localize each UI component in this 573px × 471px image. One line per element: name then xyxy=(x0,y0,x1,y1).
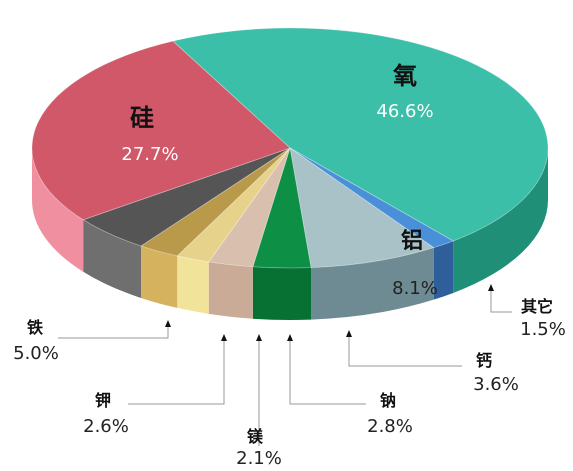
slice-0-name-label: 氧 xyxy=(393,61,417,90)
slice-7-value-label: 5.0% xyxy=(13,343,59,364)
slice-5-leader-arrow xyxy=(256,334,262,341)
slice-4-top xyxy=(208,147,291,268)
slice-5-name-label: 镁 xyxy=(247,427,263,446)
slice-6-value-label: 2.6% xyxy=(83,416,129,437)
pie-top-layer xyxy=(31,27,549,269)
slice-2-value-label: 8.1% xyxy=(392,278,438,299)
slice-5-top xyxy=(176,147,291,263)
slice-7-leader-arrow xyxy=(165,320,171,327)
slice-1-side xyxy=(433,240,454,300)
slice-1-top xyxy=(289,147,455,249)
slice-7-leader xyxy=(58,322,169,339)
slice-0-top xyxy=(172,27,549,242)
slice-0-side xyxy=(453,148,548,293)
slice-4-leader-arrow xyxy=(287,334,293,341)
slice-8-top xyxy=(31,40,291,221)
slice-6-side xyxy=(140,245,178,308)
slice-3-name-label: 钙 xyxy=(476,351,492,370)
pie-side-layer xyxy=(32,148,548,321)
slice-1-name-label: 其它 xyxy=(521,297,553,316)
slice-3-leader-arrow xyxy=(346,330,352,337)
slice-5-value-label: 2.1% xyxy=(236,448,282,469)
slice-5-side xyxy=(177,255,209,314)
slice-6-leader-arrow xyxy=(221,334,227,341)
slice-4-name-label: 钠 xyxy=(380,391,396,410)
slice-7-side xyxy=(83,219,141,298)
slice-4-side xyxy=(208,261,253,319)
slice-6-leader xyxy=(128,336,225,405)
slice-7-top xyxy=(82,147,291,247)
slice-3-value-label: 3.6% xyxy=(473,374,519,395)
slice-8-name-label: 硅 xyxy=(130,103,154,132)
slice-2-name-label: 铝 xyxy=(401,228,423,254)
slice-7-name-label: 铁 xyxy=(27,318,43,337)
slice-6-top xyxy=(140,147,291,257)
slice-labels: 氧 46.6% 其它 1.5% 铝 8.1% 钙 3.6% 钠 2.8% 镁 2.1% 钾 2.6% 铁 5.… xyxy=(13,61,566,469)
slice-3-top xyxy=(252,147,312,269)
slice-2-side xyxy=(311,247,434,320)
slice-1-value-label: 1.5% xyxy=(520,319,566,340)
slice-4-value-label: 2.8% xyxy=(367,416,413,437)
slice-3-side xyxy=(252,266,312,321)
slice-0-value-label: 46.6% xyxy=(376,101,433,122)
slice-8-value-label: 27.7% xyxy=(121,144,178,165)
slice-3-leader xyxy=(348,332,462,367)
slice-4-leader xyxy=(289,336,366,405)
slice-1-leader-arrow xyxy=(488,284,494,291)
slice-8-side xyxy=(32,148,84,272)
slice-2-top xyxy=(289,147,435,269)
leader-lines xyxy=(58,284,512,446)
slice-6-name-label: 钾 xyxy=(95,391,111,410)
slice-1-leader xyxy=(490,286,512,313)
